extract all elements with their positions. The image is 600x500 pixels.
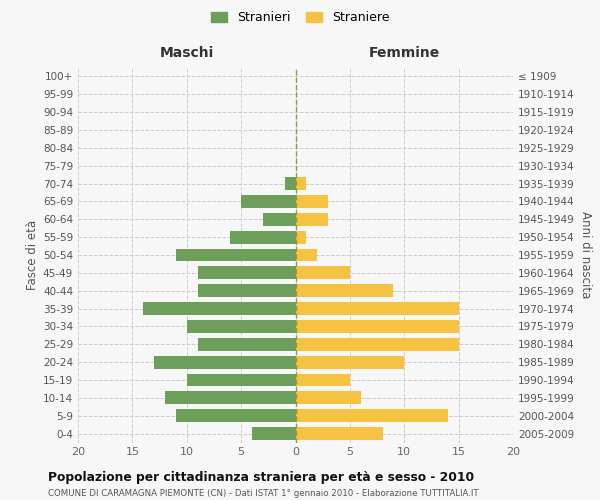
Bar [176, 248, 296, 262]
Bar [197, 338, 296, 350]
Y-axis label: Fasce di età: Fasce di età [26, 220, 39, 290]
Bar [296, 195, 328, 208]
Bar [241, 195, 296, 208]
Bar [296, 338, 458, 350]
Bar [252, 427, 296, 440]
Bar [296, 213, 328, 226]
Bar [296, 410, 448, 422]
Bar [296, 302, 458, 315]
Bar [296, 248, 317, 262]
Bar [143, 302, 296, 315]
Bar [296, 374, 350, 386]
Bar [197, 284, 296, 297]
Text: Femmine: Femmine [368, 46, 440, 60]
Bar [165, 392, 296, 404]
Bar [176, 410, 296, 422]
Bar [284, 177, 296, 190]
Legend: Stranieri, Straniere: Stranieri, Straniere [206, 6, 394, 29]
Bar [197, 266, 296, 280]
Bar [154, 356, 296, 368]
Text: COMUNE DI CARAMAGNA PIEMONTE (CN) - Dati ISTAT 1° gennaio 2010 - Elaborazione TU: COMUNE DI CARAMAGNA PIEMONTE (CN) - Dati… [48, 488, 479, 498]
Bar [296, 392, 361, 404]
Bar [187, 320, 296, 333]
Bar [230, 230, 296, 243]
Bar [296, 230, 307, 243]
Y-axis label: Anni di nascita: Anni di nascita [579, 212, 592, 298]
Bar [296, 427, 383, 440]
Text: Maschi: Maschi [160, 46, 214, 60]
Text: Popolazione per cittadinanza straniera per età e sesso - 2010: Popolazione per cittadinanza straniera p… [48, 471, 474, 484]
Bar [296, 177, 307, 190]
Bar [296, 266, 350, 280]
Bar [296, 320, 458, 333]
Bar [263, 213, 296, 226]
Bar [187, 374, 296, 386]
Bar [296, 284, 394, 297]
Bar [296, 356, 404, 368]
